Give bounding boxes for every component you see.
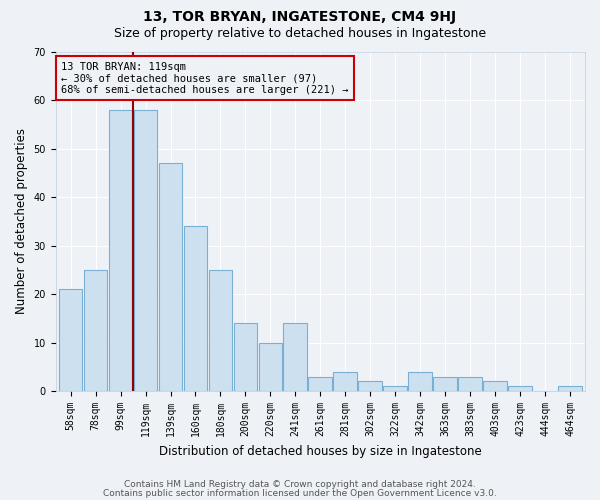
- Bar: [334, 372, 357, 391]
- Bar: [283, 324, 307, 391]
- Bar: [134, 110, 157, 391]
- Text: 13 TOR BRYAN: 119sqm
← 30% of detached houses are smaller (97)
68% of semi-detac: 13 TOR BRYAN: 119sqm ← 30% of detached h…: [61, 62, 349, 95]
- Bar: [209, 270, 232, 391]
- Bar: [308, 376, 332, 391]
- X-axis label: Distribution of detached houses by size in Ingatestone: Distribution of detached houses by size …: [159, 444, 482, 458]
- Bar: [233, 324, 257, 391]
- Text: 13, TOR BRYAN, INGATESTONE, CM4 9HJ: 13, TOR BRYAN, INGATESTONE, CM4 9HJ: [143, 10, 457, 24]
- Bar: [59, 290, 82, 391]
- Bar: [84, 270, 107, 391]
- Bar: [358, 382, 382, 391]
- Text: Contains HM Land Registry data © Crown copyright and database right 2024.: Contains HM Land Registry data © Crown c…: [124, 480, 476, 489]
- Bar: [259, 342, 282, 391]
- Bar: [109, 110, 133, 391]
- Bar: [433, 376, 457, 391]
- Bar: [558, 386, 582, 391]
- Bar: [383, 386, 407, 391]
- Y-axis label: Number of detached properties: Number of detached properties: [15, 128, 28, 314]
- Text: Size of property relative to detached houses in Ingatestone: Size of property relative to detached ho…: [114, 28, 486, 40]
- Bar: [184, 226, 208, 391]
- Bar: [158, 163, 182, 391]
- Bar: [409, 372, 432, 391]
- Text: Contains public sector information licensed under the Open Government Licence v3: Contains public sector information licen…: [103, 488, 497, 498]
- Bar: [483, 382, 507, 391]
- Bar: [458, 376, 482, 391]
- Bar: [508, 386, 532, 391]
